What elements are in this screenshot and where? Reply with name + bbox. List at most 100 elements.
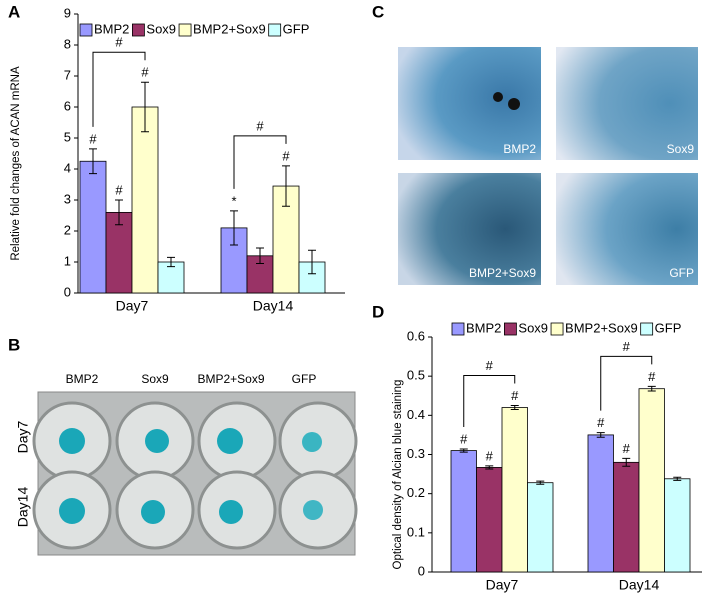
legend-label: BMP2	[466, 320, 501, 335]
legend-swatch	[640, 322, 654, 336]
legend-label: BMP2	[94, 21, 129, 36]
significance-mark: *	[231, 193, 236, 208]
y-tick-label: 0.2	[407, 485, 425, 500]
bar	[79, 160, 107, 294]
y-tick-label: 8	[64, 36, 71, 51]
bar	[638, 388, 665, 573]
bar	[450, 450, 477, 573]
legend-swatch	[132, 23, 145, 37]
significance-mark: #	[486, 448, 494, 463]
y-tick-label: 0	[64, 284, 71, 299]
y-tick-label: 5	[64, 129, 71, 144]
y-tick-label: 0.6	[407, 328, 425, 343]
error-bar	[673, 476, 682, 481]
error-bar	[596, 432, 605, 438]
y-axis-label: Optical density of Alcian blue staining	[392, 380, 404, 570]
micrograph-label: GFP	[669, 266, 694, 280]
micrograph-label: BMP2	[503, 142, 536, 156]
x-tick-label: Day7	[116, 298, 149, 314]
error-bar	[485, 465, 494, 470]
y-axis-label: Relative fold changes of ACAN mRNA	[10, 66, 22, 261]
significance-mark: #	[141, 65, 149, 80]
y-tick-label: 0	[418, 563, 425, 578]
bar	[527, 482, 554, 573]
y-tick-label: 1	[64, 253, 71, 268]
x-tick-label: Day14	[253, 298, 294, 314]
bar	[501, 407, 528, 573]
y-tick-label: 0.1	[407, 524, 425, 539]
bar	[613, 461, 640, 573]
legend-label: Sox9	[518, 320, 548, 335]
bar	[157, 261, 185, 294]
legend-swatch	[504, 322, 517, 336]
panel-label: C	[372, 2, 384, 21]
significance-mark: #	[597, 415, 605, 430]
significance-mark: #	[648, 369, 656, 384]
error-bar	[536, 480, 545, 485]
micrograph-label: BMP2+Sox9	[469, 266, 536, 280]
y-tick-label: 0.5	[407, 368, 425, 383]
panel-label: B	[8, 335, 20, 354]
bar	[131, 106, 159, 294]
error-bar	[167, 256, 175, 268]
legend-swatch	[178, 23, 192, 37]
error-bar	[622, 457, 631, 467]
error-bar	[115, 199, 123, 226]
bar	[476, 467, 503, 573]
comparison-bracket	[600, 355, 653, 411]
error-bar	[459, 448, 468, 453]
legend-label: BMP2+Sox9	[193, 21, 266, 36]
micrograph	[556, 47, 698, 160]
error-bar	[89, 148, 97, 175]
micrograph	[556, 173, 698, 285]
y-tick-label: 6	[64, 98, 71, 113]
comparison-bracket	[463, 375, 516, 428]
error-bar	[647, 385, 656, 392]
error-bar	[510, 405, 519, 410]
x-tick-label: Day7	[486, 577, 519, 593]
error-bar	[256, 247, 264, 265]
plate-row: Day7	[15, 420, 31, 453]
panel-label: D	[372, 302, 384, 321]
significance-mark: #	[623, 441, 631, 456]
y-tick-label: 3	[64, 191, 71, 206]
significance-mark: #	[511, 388, 519, 403]
significance-mark: #	[115, 182, 123, 197]
bracket-label: #	[256, 118, 264, 133]
plate-column: GFP	[292, 372, 317, 386]
significance-mark: #	[282, 148, 290, 163]
legend-swatch	[268, 23, 282, 37]
plate-wells	[32, 401, 358, 550]
y-tick-label: 9	[64, 5, 71, 20]
micrograph-label: Sox9	[667, 142, 695, 156]
comparison-bracket	[233, 135, 287, 189]
legend-label: GFP	[655, 320, 682, 335]
micrograph	[398, 173, 541, 285]
error-bar	[141, 81, 149, 133]
y-tick-label: 0.3	[407, 446, 425, 461]
legend-label: GFP	[283, 21, 310, 36]
error-bar	[282, 165, 290, 207]
error-bar	[308, 249, 316, 275]
x-tick-label: Day14	[619, 577, 660, 593]
panel-label: A	[8, 2, 20, 21]
legend-swatch	[79, 23, 93, 37]
micrograph-detail	[493, 92, 503, 102]
legend-label: BMP2+Sox9	[565, 320, 638, 335]
y-tick-label: 4	[64, 160, 71, 175]
bracket-label: #	[115, 35, 123, 50]
legend-swatch	[451, 322, 465, 336]
bar	[664, 478, 691, 573]
bracket-label: #	[623, 339, 631, 354]
y-tick-label: 2	[64, 222, 71, 237]
plate-column: BMP2+Sox9	[197, 372, 264, 386]
plate-row: Day14	[15, 487, 31, 528]
significance-mark: #	[460, 431, 468, 446]
significance-mark: #	[89, 131, 97, 146]
comparison-bracket	[92, 51, 146, 127]
y-tick-label: 7	[64, 67, 71, 82]
legend-label: Sox9	[146, 21, 176, 36]
bracket-label: #	[486, 358, 494, 373]
micrograph-detail	[508, 98, 520, 110]
